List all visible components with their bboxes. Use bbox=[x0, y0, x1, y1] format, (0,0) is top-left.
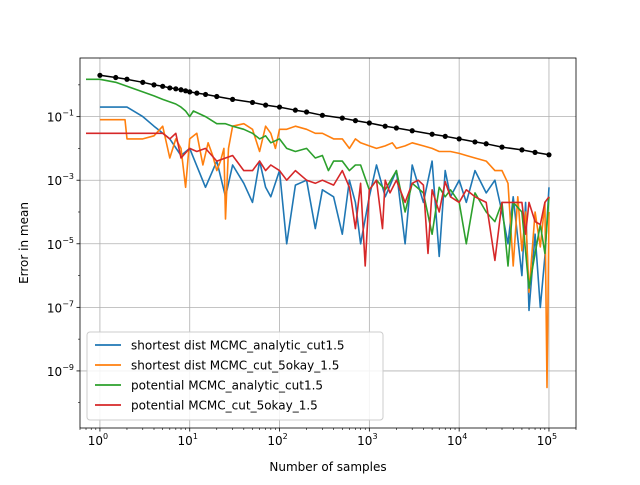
reference-marker bbox=[472, 139, 478, 145]
reference-marker bbox=[519, 147, 525, 153]
y-tick-label: 10−9 bbox=[47, 363, 74, 379]
reference-marker bbox=[113, 74, 119, 81]
reference-marker bbox=[202, 91, 209, 98]
x-tick-label: 103 bbox=[357, 432, 377, 448]
axes-frame bbox=[79, 57, 577, 429]
reference-marker bbox=[97, 72, 103, 78]
legend: shortest dist MCMC_analytic_cut1.5shorte… bbox=[86, 331, 384, 421]
legend-label: potential MCMC_analytic_cut1.5 bbox=[131, 379, 323, 393]
reference-marker bbox=[183, 88, 189, 94]
reference-marker bbox=[167, 85, 173, 91]
legend-label: shortest dist MCMC_cut_5okay_1.5 bbox=[131, 359, 339, 373]
y-tick-label: 10−7 bbox=[47, 299, 74, 315]
series-group bbox=[86, 72, 552, 389]
series-line-1 bbox=[99, 118, 550, 389]
y-tick-label: 10−1 bbox=[47, 109, 74, 125]
x-tick-label: 102 bbox=[267, 432, 287, 448]
reference-marker bbox=[140, 79, 146, 85]
reference-marker bbox=[173, 86, 179, 92]
reference-marker bbox=[429, 131, 435, 137]
reference-marker bbox=[124, 76, 130, 82]
y-tick-label: 10−5 bbox=[47, 236, 74, 252]
reference-marker bbox=[339, 115, 345, 121]
reference-marker bbox=[483, 141, 489, 147]
reference-marker bbox=[366, 120, 372, 126]
reference-marker bbox=[382, 123, 388, 129]
reference-marker bbox=[456, 136, 462, 142]
x-axis: 100 101 102 103 104 105 bbox=[79, 428, 577, 448]
reference-marker bbox=[160, 83, 166, 89]
legend-box bbox=[86, 331, 384, 421]
reference-marker bbox=[532, 149, 538, 156]
x-tick-label: 100 bbox=[88, 432, 108, 448]
x-tick-label: 104 bbox=[447, 432, 467, 448]
reference-marker bbox=[276, 104, 283, 110]
x-tick-label: 105 bbox=[537, 432, 557, 448]
reference-marker bbox=[229, 96, 236, 102]
reference-marker bbox=[409, 128, 415, 134]
reference-marker bbox=[393, 125, 399, 131]
reference-marker bbox=[187, 89, 193, 95]
y-axis-label: Error in mean bbox=[17, 202, 31, 284]
reference-marker bbox=[194, 90, 200, 96]
reference-marker bbox=[214, 93, 220, 100]
series-line-3 bbox=[86, 132, 550, 267]
reference-marker bbox=[263, 102, 269, 108]
x-tick-label: 101 bbox=[178, 432, 198, 448]
reference-marker bbox=[151, 82, 157, 88]
legend-label: potential MCMC_cut_5okay_1.5 bbox=[131, 399, 318, 413]
reference-marker bbox=[352, 118, 359, 124]
series-line-2 bbox=[86, 78, 550, 289]
reference-marker bbox=[499, 144, 505, 150]
reference-marker bbox=[292, 107, 298, 113]
legend-label: shortest dist MCMC_analytic_cut1.5 bbox=[131, 339, 345, 353]
reference-marker bbox=[303, 109, 310, 115]
reference-marker bbox=[546, 152, 552, 158]
reference-marker bbox=[319, 112, 325, 118]
y-tick-label: 10−3 bbox=[47, 172, 74, 188]
x-axis-label: Number of samples bbox=[269, 460, 386, 474]
reference-marker bbox=[178, 87, 184, 93]
y-axis: 10−9 10−7 10−5 10−3 10−1 bbox=[47, 84, 80, 404]
reference-marker bbox=[442, 133, 448, 139]
reference-marker bbox=[249, 99, 256, 106]
